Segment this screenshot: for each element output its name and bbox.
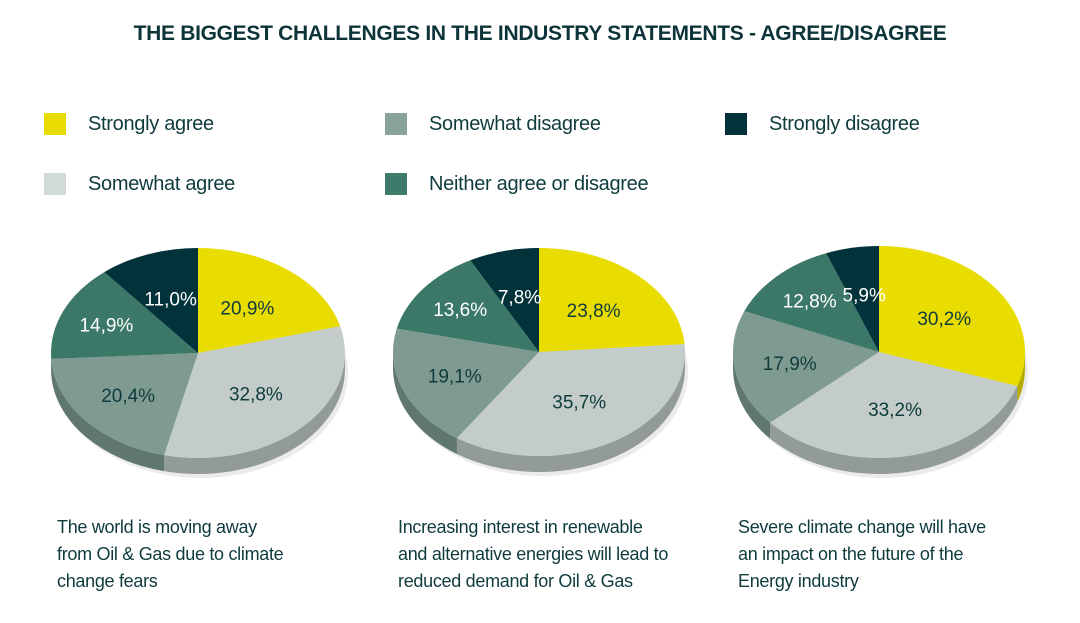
legend-swatch-neither [385, 173, 407, 195]
legend-swatch-strongly-disagree [725, 113, 747, 135]
pie-slice-neither [744, 253, 879, 352]
pie-caption-1: The world is moving away from Oil & Gas … [57, 514, 387, 595]
legend-label: Somewhat agree [88, 172, 236, 195]
pie-slice-somewhat-agree [770, 352, 1018, 458]
legend-item-somewhat-disagree: Somewhat disagree [385, 111, 601, 137]
legend-label: Strongly agree [88, 112, 214, 135]
legend-item-strongly-disagree: Strongly disagree [725, 111, 920, 137]
pie-1: 20,9% 32,8% 20,4% 14,9% 11,0% [51, 248, 348, 478]
legend-swatch-somewhat-disagree [385, 113, 407, 135]
pie-label-neither: 12,8% [783, 291, 837, 312]
caption-line: The world is moving away [57, 517, 257, 537]
pie-side-somewhat-agree [770, 386, 1018, 474]
pie-label-strongly-agree: 23,8% [567, 301, 621, 322]
caption-line: Increasing interest in renewable [398, 517, 643, 537]
pie-slice-neither [51, 272, 198, 359]
pie-2: 23,8% 35,7% 19,1% 13,6% 7,8% [392, 248, 688, 476]
caption-line: from Oil & Gas due to climate [57, 544, 284, 564]
pie-slice-somewhat-agree [164, 326, 345, 458]
pie-slice-strongly-disagree [826, 246, 879, 352]
pie-label-somewhat-disagree: 19,1% [428, 367, 482, 388]
pie-side-somewhat-disagree [733, 352, 771, 439]
pie-label-neither: 14,9% [79, 315, 133, 336]
caption-line: and alternative energies will lead to [398, 544, 669, 564]
pie-label-neither: 13,6% [433, 300, 487, 321]
pie-side-strongly-agree [1017, 352, 1025, 403]
pie-label-strongly-disagree: 5,9% [843, 286, 886, 307]
pie-slice-somewhat-disagree [733, 311, 879, 423]
pie-caption-3: Severe climate change will have an impac… [738, 514, 1068, 595]
pie-side-somewhat-agree [164, 353, 345, 474]
legend-swatch-strongly-agree [44, 113, 66, 135]
pie-label-strongly-disagree: 11,0% [144, 290, 197, 311]
caption-line: Severe climate change will have [738, 517, 986, 537]
caption-line: reduced demand for Oil & Gas [398, 571, 633, 591]
pie-label-strongly-agree: 20,9% [220, 298, 274, 319]
pie-slice-strongly-agree [198, 248, 341, 353]
legend-swatch-somewhat-agree [44, 173, 66, 195]
pie-label-somewhat-agree: 32,8% [229, 384, 283, 405]
pie-label-strongly-agree: 30,2% [917, 309, 971, 330]
pie-side-somewhat-disagree [392, 352, 457, 455]
legend-label: Neither agree or disagree [429, 172, 649, 195]
pie-slice-somewhat-disagree [51, 353, 199, 456]
caption-line: an impact on the future of the [738, 544, 964, 564]
chart-title: THE BIGGEST CHALLENGES IN THE INDUSTRY S… [133, 22, 947, 45]
legend-label: Strongly disagree [769, 112, 920, 135]
pie-3: 30,2% 33,2% 17,9% 12,8% 5,9% [733, 246, 1028, 478]
pie-slice-strongly-agree [539, 248, 685, 352]
pie-slice-neither [396, 260, 539, 352]
pie-slice-somewhat-disagree [393, 328, 539, 439]
caption-line: Energy industry [738, 571, 859, 591]
pie-label-somewhat-agree: 33,2% [868, 400, 922, 421]
pie-label-strongly-disagree: 7,8% [498, 288, 541, 309]
pie-side-somewhat-agree [456, 352, 685, 473]
pie-label-somewhat-disagree: 20,4% [101, 386, 155, 407]
legend-item-neither: Neither agree or disagree [385, 171, 649, 197]
legend-item-somewhat-agree: Somewhat agree [44, 171, 235, 197]
legend-item-strongly-agree: Strongly agree [44, 111, 214, 137]
pie-slice-somewhat-agree [456, 344, 685, 456]
caption-line: change fears [57, 571, 158, 591]
pie-side-somewhat-disagree [51, 358, 165, 472]
pie-slice-strongly-disagree [470, 248, 539, 352]
pie-slice-strongly-agree [879, 246, 1026, 387]
pie-label-somewhat-disagree: 17,9% [763, 354, 817, 375]
pie-label-somewhat-agree: 35,7% [552, 393, 606, 414]
legend-label: Somewhat disagree [429, 112, 601, 135]
pie-slice-strongly-disagree [104, 248, 198, 353]
pie-caption-2: Increasing interest in renewable and alt… [398, 514, 728, 595]
